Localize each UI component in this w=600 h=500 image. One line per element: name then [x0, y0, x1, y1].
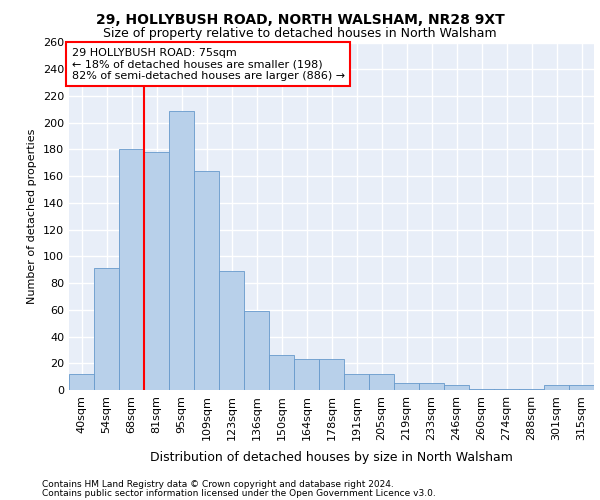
Bar — [219, 271, 244, 390]
Bar — [319, 360, 344, 390]
Text: 29 HOLLYBUSH ROAD: 75sqm
← 18% of detached houses are smaller (198)
82% of semi-: 29 HOLLYBUSH ROAD: 75sqm ← 18% of detach… — [71, 48, 345, 81]
Bar — [194, 171, 219, 390]
Bar — [294, 360, 319, 390]
Bar — [344, 374, 369, 390]
X-axis label: Distribution of detached houses by size in North Walsham: Distribution of detached houses by size … — [150, 451, 513, 464]
Bar — [144, 152, 169, 390]
Bar — [119, 150, 144, 390]
Text: Contains HM Land Registry data © Crown copyright and database right 2024.: Contains HM Land Registry data © Crown c… — [42, 480, 394, 489]
Bar — [269, 355, 294, 390]
Text: Contains public sector information licensed under the Open Government Licence v3: Contains public sector information licen… — [42, 490, 436, 498]
Bar — [544, 384, 569, 390]
Bar — [244, 311, 269, 390]
Bar — [569, 384, 594, 390]
Y-axis label: Number of detached properties: Number of detached properties — [28, 128, 37, 304]
Bar — [394, 384, 419, 390]
Bar — [69, 374, 94, 390]
Bar — [169, 110, 194, 390]
Bar — [94, 268, 119, 390]
Bar — [369, 374, 394, 390]
Bar — [419, 384, 444, 390]
Bar — [469, 388, 494, 390]
Bar — [444, 384, 469, 390]
Bar — [519, 388, 544, 390]
Bar — [494, 388, 519, 390]
Text: Size of property relative to detached houses in North Walsham: Size of property relative to detached ho… — [103, 28, 497, 40]
Text: 29, HOLLYBUSH ROAD, NORTH WALSHAM, NR28 9XT: 29, HOLLYBUSH ROAD, NORTH WALSHAM, NR28 … — [95, 12, 505, 26]
